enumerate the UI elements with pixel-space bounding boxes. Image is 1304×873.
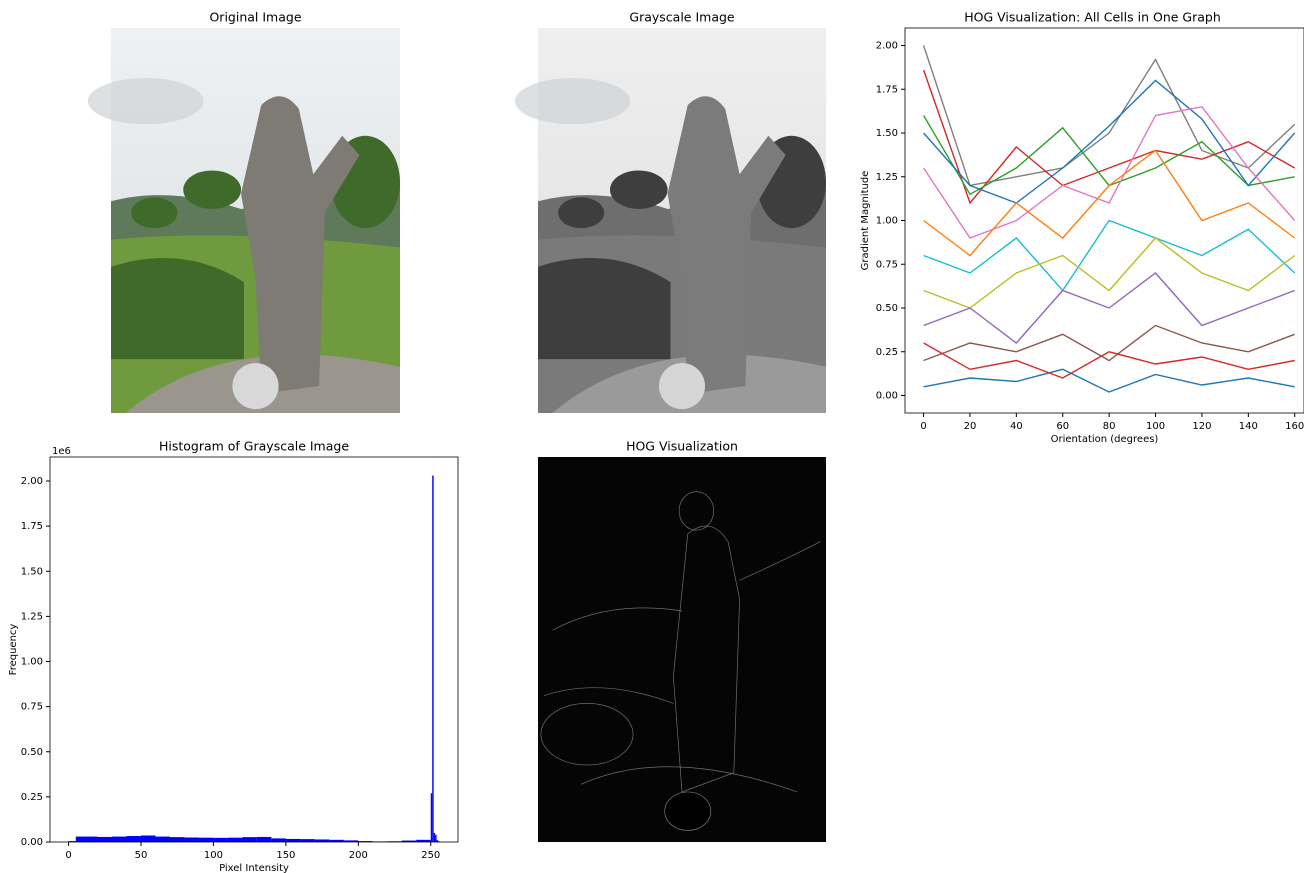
x-tick-label: 100: [204, 850, 223, 861]
histogram-bar: [184, 837, 198, 842]
bush: [538, 258, 670, 359]
chart-title: HOG Visualization: [626, 439, 738, 454]
pot: [659, 363, 705, 409]
y-tick-label: 1.00: [21, 657, 43, 668]
histogram-bar: [170, 837, 184, 842]
image: [538, 457, 826, 842]
histogram-bar: [257, 837, 271, 842]
figure: Original Image Grayscale Image 0.00 0.25 0.5…: [0, 0, 1304, 873]
x-tick-label: 250: [421, 850, 440, 861]
y-tick-label: 1.50: [21, 566, 43, 577]
histogram-bar: [76, 837, 83, 842]
line: [924, 46, 1295, 186]
histogram-bar: [112, 837, 126, 842]
image: [88, 28, 400, 413]
histogram-bar: [228, 838, 242, 842]
tree: [558, 197, 604, 228]
axes-frame: [905, 28, 1304, 413]
line: [924, 273, 1295, 343]
histogram-bar: [127, 836, 141, 842]
chart-title: Grayscale Image: [629, 10, 735, 25]
x-tick-label: 60: [1056, 421, 1069, 432]
cloud: [515, 78, 630, 124]
cloud: [88, 78, 204, 124]
histogram-bar: [98, 837, 112, 842]
chart-title: Original Image: [209, 10, 301, 25]
x-tick-label: 0: [920, 421, 926, 432]
histogram-bar: [83, 837, 97, 842]
y-tick-label: 1.25: [876, 172, 898, 183]
histogram-bar: [155, 837, 169, 842]
y-tick-label: 0.25: [21, 792, 43, 803]
y-tick-label: 1.75: [876, 84, 898, 95]
x-tick-label: 120: [1192, 421, 1211, 432]
y-tick-label: 0.00: [21, 837, 43, 848]
chart-title: Histogram of Grayscale Image: [159, 439, 349, 454]
x-tick-label: 200: [349, 850, 368, 861]
histogram-bar: [141, 836, 155, 842]
tree: [183, 170, 241, 209]
offset-label: 1e6: [52, 446, 71, 457]
x-tick-label: 20: [964, 421, 977, 432]
line: [924, 326, 1295, 361]
line: [924, 369, 1295, 392]
y-tick-label: 2.00: [21, 476, 43, 487]
x-tick-label: 140: [1239, 421, 1258, 432]
histogram-bar: [213, 838, 227, 842]
histogram-bar: [242, 837, 256, 842]
histogram-bar: [300, 839, 314, 842]
x-tick-label: 0: [65, 850, 71, 861]
pot: [232, 363, 278, 409]
x-tick-label: 50: [135, 850, 148, 861]
histogram-bar: [286, 839, 300, 842]
line: [924, 238, 1295, 308]
tree: [610, 170, 668, 209]
y-tick-label: 1.25: [21, 611, 43, 622]
x-tick-label: 100: [1146, 421, 1165, 432]
y-tick-label: 1.00: [876, 216, 898, 227]
histogram-bar: [434, 833, 435, 842]
histogram-bar: [199, 838, 213, 842]
y-tick-label: 2.00: [876, 41, 898, 52]
y-tick-label: 1.75: [21, 521, 43, 532]
x-tick-label: 150: [276, 850, 295, 861]
x-tick-label: 80: [1103, 421, 1116, 432]
histogram-bar: [432, 476, 433, 842]
axes-frame: [50, 457, 458, 842]
image: [515, 28, 826, 413]
y-tick-label: 0.75: [876, 259, 898, 270]
line: [924, 221, 1295, 291]
histogram-bar: [271, 838, 285, 842]
tree: [131, 197, 177, 228]
y-tick-label: 0.75: [21, 702, 43, 713]
y-tick-label: 0.25: [876, 347, 898, 358]
y-axis-label: Gradient Magnitude: [860, 171, 871, 271]
y-tick-label: 0.00: [876, 391, 898, 402]
hog-edges: [665, 792, 711, 831]
x-tick-label: 160: [1285, 421, 1304, 432]
y-tick-label: 0.50: [876, 303, 898, 314]
histogram-bar: [435, 835, 436, 842]
x-axis-label: Orientation (degrees): [1051, 434, 1159, 445]
x-tick-label: 40: [1010, 421, 1023, 432]
histogram-bar: [431, 793, 432, 842]
chart-title: HOG Visualization: All Cells in One Grap…: [964, 10, 1221, 25]
y-tick-label: 1.50: [876, 128, 898, 139]
x-axis-label: Pixel Intensity: [219, 863, 289, 873]
bush: [111, 258, 244, 359]
y-axis-label: Frequency: [8, 624, 19, 676]
y-tick-label: 0.50: [21, 747, 43, 758]
